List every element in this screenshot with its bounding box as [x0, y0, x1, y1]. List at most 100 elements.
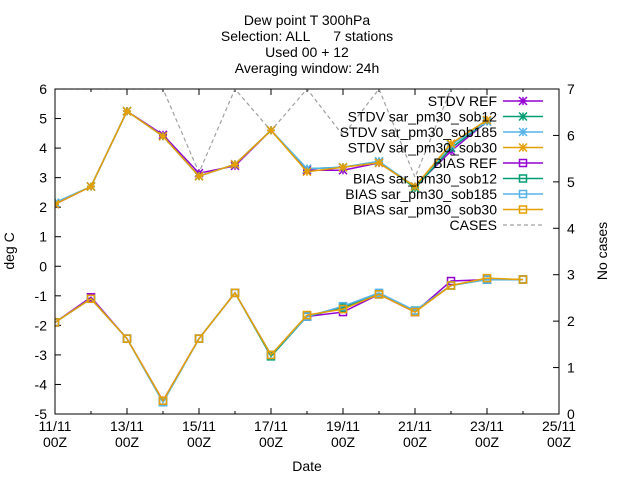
y-tick-label: -3 [35, 347, 48, 363]
y-tick-label: 6 [39, 81, 47, 97]
data-point [374, 158, 384, 168]
data-point [482, 273, 492, 283]
x-tick-label-hour: 00Z [547, 434, 572, 450]
y2-tick-label: 5 [567, 174, 575, 190]
title-line-4: Averaging window: 24h [235, 60, 380, 76]
series-bias-sar-pm30-sob30 [55, 273, 528, 405]
title-line-3: Used 00 + 12 [265, 44, 349, 60]
legend-label: BIAS sar_pm30_sob185 [345, 186, 497, 202]
y2-tick-label: 1 [567, 360, 575, 376]
data-point [338, 304, 348, 314]
legend-swatch-marker [518, 142, 528, 153]
legend-entry: STDV REF [428, 93, 543, 109]
legend-entry: CASES [450, 217, 543, 233]
x-tick-label-date: 25/11 [542, 418, 576, 434]
y-tick-label: -1 [35, 288, 48, 304]
data-point [410, 307, 420, 317]
data-point [518, 275, 528, 284]
legend-label: BIAS sar_pm30_sob12 [353, 171, 497, 187]
legend-swatch-marker [518, 158, 528, 168]
x-tick-label-hour: 00Z [187, 434, 212, 450]
title-line-2: Selection: ALL 7 stations [221, 28, 393, 44]
data-point [446, 276, 456, 286]
data-point [446, 281, 456, 290]
x-tick-label-date: 13/11 [110, 418, 144, 434]
legend-entry: BIAS REF [433, 155, 543, 171]
chart-title: Dew point T 300hPa Selection: ALL 7 stat… [221, 12, 393, 76]
series-line [55, 278, 523, 404]
series-layer [55, 89, 528, 407]
legend-entry: BIAS sar_pm30_sob185 [345, 186, 543, 202]
legend-swatch-marker [518, 174, 528, 183]
x-tick-label-date: 15/11 [182, 418, 216, 434]
x-tick-label-hour: 00Z [115, 434, 140, 450]
series-line [55, 277, 524, 403]
legend-swatch-marker [518, 127, 528, 137]
x-tick-label-date: 17/11 [254, 418, 288, 434]
data-point [266, 350, 276, 360]
y2-tick-label: 2 [567, 313, 575, 329]
data-point [55, 318, 60, 327]
y-tick-label: 1 [39, 229, 47, 245]
data-point [86, 181, 96, 192]
title-line-1: Dew point T 300hPa [244, 12, 371, 28]
legend-label: BIAS sar_pm30_sob30 [353, 202, 497, 218]
data-point [482, 115, 492, 125]
legend-label: STDV sar_pm30_sob12 [348, 109, 498, 125]
y2-tick-label: 4 [567, 220, 575, 236]
y2-axis-label: No cases [594, 222, 610, 280]
y-tick-label: 4 [39, 140, 47, 156]
legend-entry: BIAS sar_pm30_sob30 [353, 202, 543, 218]
y-tick-label: 3 [39, 170, 47, 186]
data-point [194, 171, 204, 181]
data-point [158, 131, 168, 141]
legend-swatch-marker [518, 205, 528, 214]
legend-swatch-marker [518, 96, 528, 106]
y-tick-label: 5 [39, 111, 47, 127]
y-tick-label: -4 [35, 376, 48, 392]
x-tick-label-hour: 00Z [259, 434, 284, 450]
data-point [122, 106, 132, 116]
x-tick-label-hour: 00Z [475, 434, 500, 450]
data-point [374, 290, 384, 299]
legend-entry: BIAS sar_pm30_sob12 [353, 171, 543, 187]
legend-label: STDV REF [428, 93, 497, 109]
y-axis-label: deg C [1, 232, 17, 269]
axes-ticks: -5-4-3-2-101234560123456711/1100Z13/1100… [35, 81, 577, 450]
x-tick-label-date: 21/11 [398, 418, 432, 434]
series-line [55, 278, 523, 404]
x-tick-label-hour: 00Z [43, 434, 68, 450]
y2-tick-label: 7 [567, 81, 575, 97]
legend-label: STDV sar_pm30_sob185 [340, 124, 497, 140]
x-tick-label-date: 23/11 [470, 418, 504, 434]
data-point [194, 334, 204, 343]
data-point [302, 310, 312, 320]
data-point [158, 396, 168, 405]
y2-tick-label: 6 [567, 127, 575, 143]
series-stdv-sar-pm30-sob30 [55, 106, 492, 209]
y2-tick-label: 0 [567, 406, 575, 422]
legend-label: STDV sar_pm30_sob30 [348, 140, 498, 156]
legend-swatch-marker [518, 111, 528, 122]
x-axis-label: Date [292, 458, 322, 474]
plot-frame [54, 88, 560, 415]
data-point [55, 199, 60, 209]
data-point [230, 159, 240, 169]
series-line [55, 278, 523, 403]
x-tick-label-date: 11/11 [39, 418, 72, 434]
y-tick-label: 2 [39, 199, 47, 215]
x-tick-label-hour: 00Z [403, 434, 428, 450]
x-tick-label-hour: 00Z [331, 434, 356, 450]
data-point [122, 334, 132, 343]
legend-entry: STDV sar_pm30_sob12 [348, 109, 543, 125]
data-point [230, 288, 240, 298]
data-point [266, 125, 276, 135]
y-tick-label: -5 [35, 406, 48, 422]
y2-tick-label: 3 [567, 267, 575, 283]
data-point [86, 294, 96, 304]
legend-swatch-marker [518, 189, 528, 199]
data-point [410, 181, 420, 192]
legend-label: CASES [450, 217, 497, 233]
